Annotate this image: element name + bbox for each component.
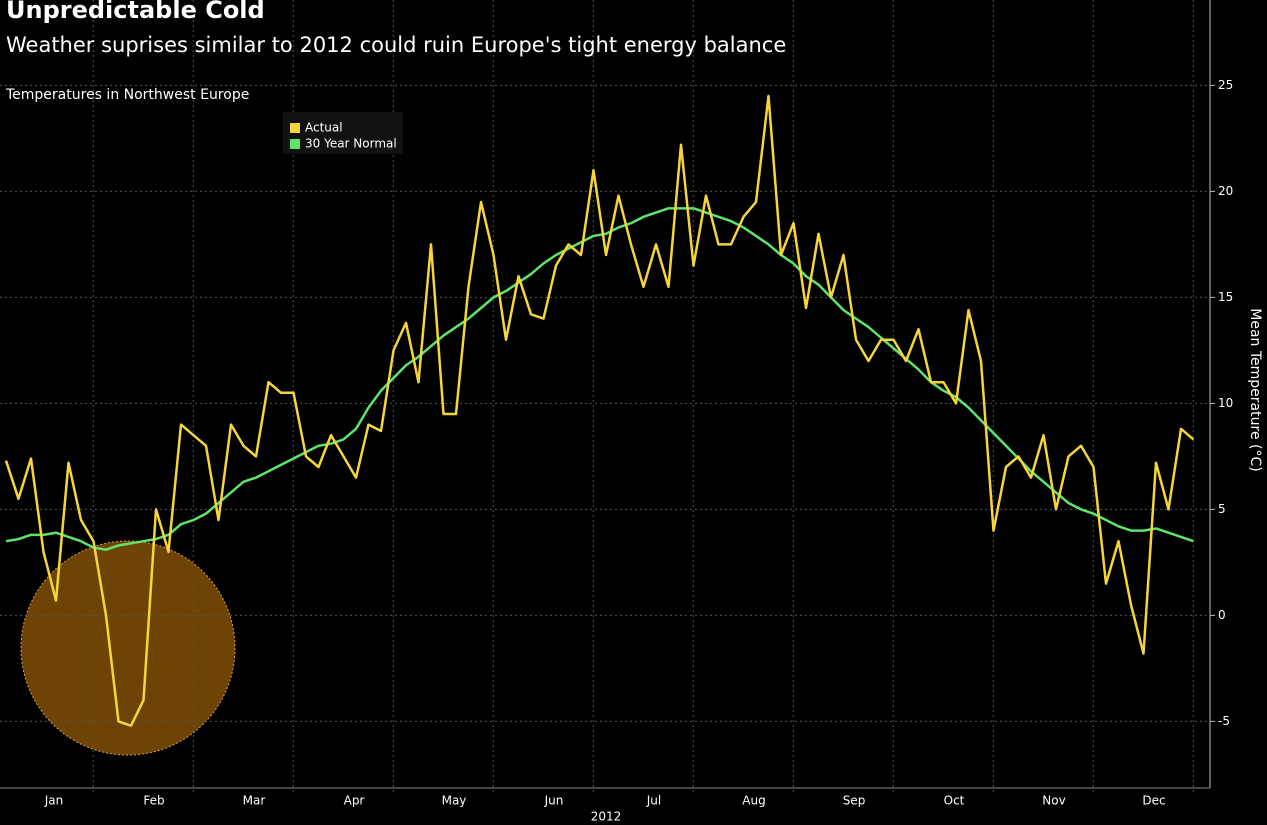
x-tick-label: Feb [143, 794, 164, 808]
legend-box [283, 112, 403, 154]
highlight-circle [20, 540, 236, 756]
x-tick-label: Sep [843, 794, 866, 808]
series-line [4, 94, 1195, 727]
x-tick-label: Jan [44, 794, 64, 808]
x-tick-label: Mar [243, 794, 266, 808]
chart-title: Unpredictable Cold [6, 0, 265, 24]
x-tick-label: Aug [742, 794, 765, 808]
legend-label: Actual [305, 121, 343, 135]
x-axis-label: 2012 [591, 810, 622, 824]
chart-subtitle: Weather suprises similar to 2012 could r… [6, 33, 786, 57]
legend-swatch [290, 139, 300, 149]
y-tick-label: 10 [1218, 396, 1233, 410]
y-tick-label: 5 [1218, 502, 1226, 516]
series-line [5, 207, 1194, 551]
x-tick-label: Apr [344, 794, 365, 808]
x-tick-label: Jun [544, 794, 564, 808]
y-tick-label: 20 [1218, 184, 1233, 198]
x-tick-label: Jul [646, 794, 661, 808]
x-tick-label: May [442, 794, 467, 808]
legend-swatch [290, 123, 300, 133]
x-tick-label: Oct [944, 794, 965, 808]
lines [4, 94, 1195, 727]
grid [0, 0, 1210, 795]
legend-label: 30 Year Normal [305, 137, 397, 151]
y-tick-label: -5 [1218, 714, 1230, 728]
y-axis-label: Mean Temperature (°C) [1247, 308, 1263, 471]
y-tick-label: 25 [1218, 78, 1233, 92]
x-tick-label: Dec [1142, 794, 1165, 808]
y-tick-label: 0 [1218, 608, 1226, 622]
annotation: Temperatures in Northwest Europe [5, 87, 249, 103]
x-tick-label: Nov [1042, 794, 1065, 808]
y-tick-label: 15 [1218, 290, 1233, 304]
